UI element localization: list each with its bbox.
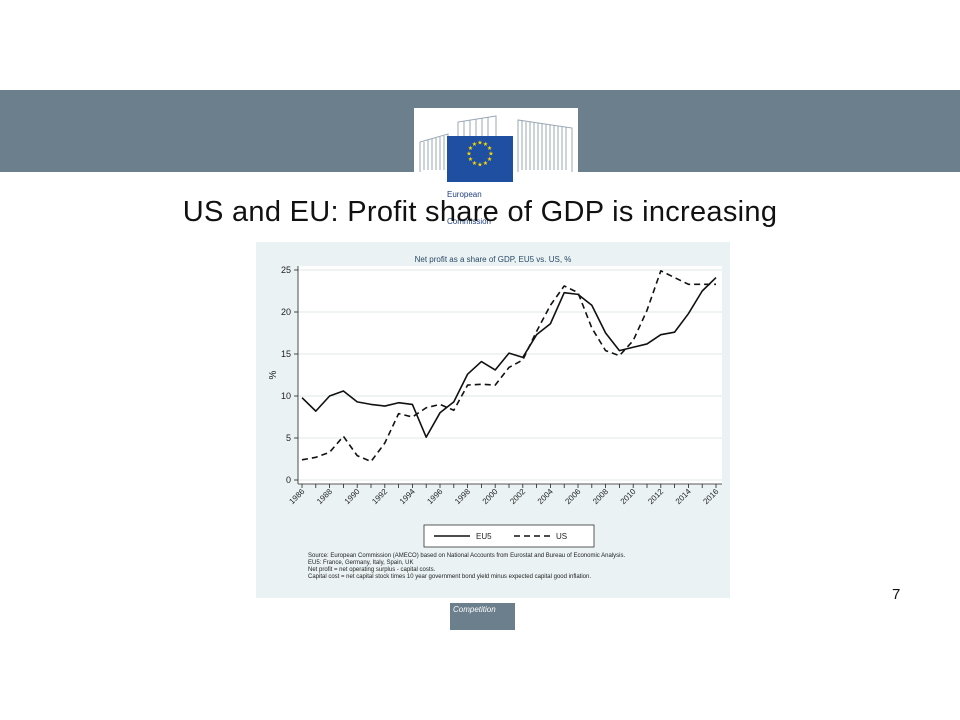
y-tick-label: 5 — [286, 433, 291, 443]
chart-title: Net profit as a share of GDP, EU5 vs. US… — [415, 255, 572, 264]
y-tick-label: 20 — [281, 307, 291, 317]
x-tick-label: 2012 — [646, 487, 665, 506]
flag-star-icon: ★ — [487, 156, 492, 163]
x-tick-label: 1994 — [398, 487, 417, 506]
x-tick-label: 2002 — [508, 487, 527, 506]
y-tick-label: 15 — [281, 349, 291, 359]
x-tick-label: 2006 — [563, 487, 582, 506]
eu-flag-icon: ★ ★ ★ ★ ★ ★ ★ ★ ★ ★ ★ ★ — [447, 136, 513, 182]
x-tick-label: 2014 — [674, 487, 693, 506]
building-icon — [419, 115, 573, 172]
x-tick-label: 2016 — [701, 487, 720, 506]
logo-wordmark: European Commission — [447, 172, 491, 244]
y-tick-label: 10 — [281, 391, 291, 401]
legend-box — [423, 524, 595, 548]
flag-star-icon: ★ — [472, 160, 477, 167]
source-note: Net profit = net operating surplus - cap… — [308, 567, 436, 573]
legend: EU5 US — [423, 524, 595, 548]
source-note: EU5: France, Germany, Italy, Spain, UK — [308, 560, 413, 566]
page-number: 7 — [892, 586, 901, 603]
series-line-us — [301, 270, 716, 463]
flag-star-icon: ★ — [477, 140, 482, 147]
legend-label: US — [556, 532, 567, 541]
footer-tag: Competition — [450, 603, 515, 630]
european-commission-logo: ★ ★ ★ ★ ★ ★ ★ ★ ★ ★ ★ ★ European Commission — [414, 108, 578, 226]
logo-word: Commission — [447, 217, 492, 226]
slide-title: US and EU: Profit share of GDP is increa… — [182, 196, 778, 228]
x-tick-label: 2010 — [619, 487, 638, 506]
y-tick-label: 25 — [281, 265, 291, 275]
flag-star-icon: ★ — [483, 160, 488, 167]
flag-star-icon: ★ — [483, 141, 488, 148]
legend-label: EU5 — [476, 532, 492, 541]
y-axis-label: % — [268, 370, 279, 379]
x-tick-label: 1996 — [425, 487, 444, 506]
x-tick-label: 2004 — [536, 487, 555, 506]
flag-star-icon: ★ — [468, 145, 473, 152]
flag-star-icon: ★ — [468, 156, 473, 163]
flag-star-icon: ★ — [488, 151, 493, 158]
x-tick-label: 2008 — [591, 487, 610, 506]
flag-star-icon: ★ — [487, 145, 492, 152]
flag-star-icon: ★ — [477, 162, 482, 169]
series-line-eu5 — [301, 276, 717, 438]
footer-tag-label: Competition — [453, 605, 496, 614]
chart-panel: Net profit as a share of GDP, EU5 vs. US… — [256, 242, 730, 598]
x-tick-label: 2000 — [481, 487, 500, 506]
flag-star-icon: ★ — [472, 141, 477, 148]
plot-area — [298, 266, 722, 484]
logo-word: European — [447, 190, 482, 199]
x-tick-label: 1992 — [370, 487, 389, 506]
x-tick-label: 1990 — [343, 487, 362, 506]
y-tick-label: 0 — [286, 475, 291, 485]
line-chart: Net profit as a share of GDP, EU5 vs. US… — [268, 255, 722, 580]
flag-star-icon: ★ — [466, 151, 471, 158]
x-tick-label: 1998 — [453, 487, 472, 506]
source-note: Source: European Commission (AMECO) base… — [308, 553, 625, 559]
x-tick-label: 1986 — [287, 487, 306, 506]
x-tick-label: 1988 — [315, 487, 334, 506]
source-note: Capital cost = net capital stock times 1… — [308, 574, 591, 580]
